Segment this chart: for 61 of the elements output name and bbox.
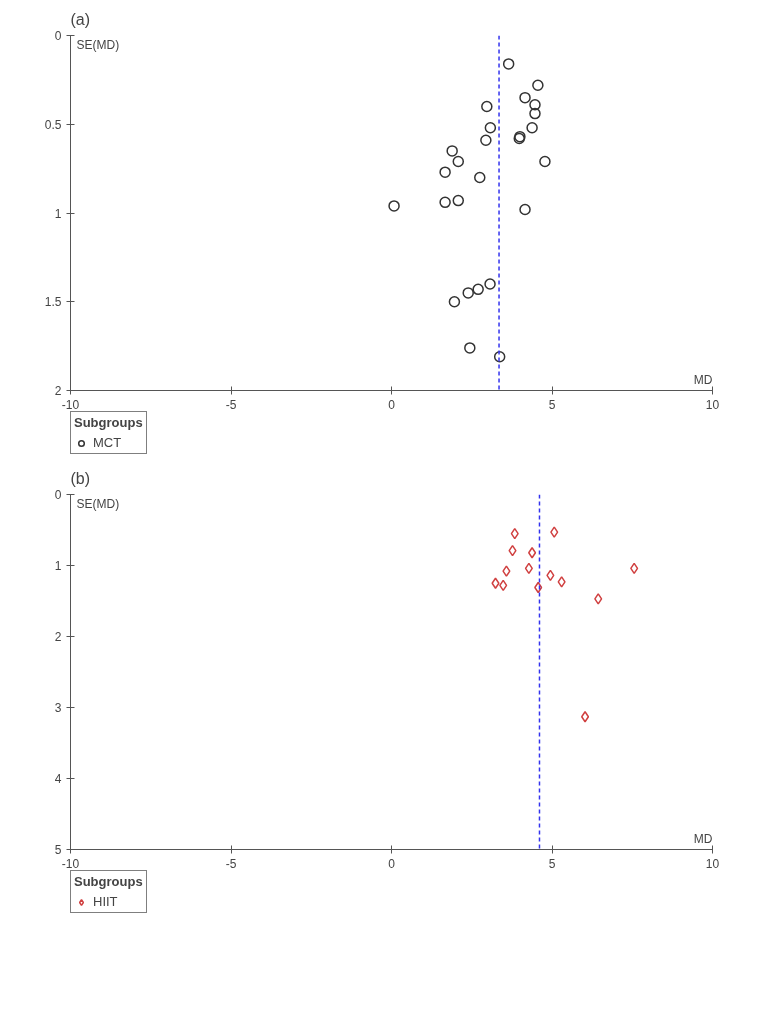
point <box>550 526 559 538</box>
point <box>594 593 603 605</box>
point <box>491 577 500 589</box>
point <box>502 565 511 577</box>
point <box>472 283 484 296</box>
legend-title: Subgroups <box>74 874 143 889</box>
x-tick-label: -10 <box>61 397 80 412</box>
y-tick-label: 1 <box>54 559 62 573</box>
x-tick-label: 5 <box>548 397 556 412</box>
y-tick-label: 0 <box>54 488 62 502</box>
chart-title: (b) <box>70 469 91 487</box>
point <box>519 91 531 104</box>
point <box>474 171 486 184</box>
point <box>580 710 590 723</box>
point <box>529 98 541 111</box>
point <box>388 200 400 212</box>
y-tick-label: 1.5 <box>44 295 62 310</box>
x-tick-label: 10 <box>705 856 720 871</box>
y-axis-title: SE(MD) <box>76 37 120 52</box>
point <box>439 196 451 209</box>
point <box>493 351 506 363</box>
y-tick-label: 4 <box>54 772 62 786</box>
point <box>484 278 496 290</box>
point <box>446 145 458 157</box>
x-tick-label: -10 <box>61 856 80 871</box>
x-tick-label: -5 <box>225 856 237 871</box>
point <box>480 134 492 146</box>
point <box>464 342 476 354</box>
point <box>452 194 465 207</box>
point <box>462 287 474 299</box>
legend-label: MCT <box>93 435 122 450</box>
x-tick-label: 10 <box>705 397 720 412</box>
legend-title: Subgroups <box>74 415 143 430</box>
y-tick-label: 0.5 <box>44 117 62 132</box>
legend-label: HIIT <box>93 894 118 909</box>
y-tick-label: 3 <box>54 701 62 715</box>
x-tick-label: 0 <box>388 856 396 871</box>
point <box>502 58 515 70</box>
x-axis-title: MD <box>693 372 713 387</box>
y-tick-label: 2 <box>54 630 62 644</box>
point <box>439 166 451 178</box>
y-tick-label: 1 <box>54 206 62 221</box>
point <box>452 155 465 168</box>
point <box>481 100 493 113</box>
point <box>532 79 544 91</box>
x-tick-label: -5 <box>225 397 237 412</box>
point <box>526 122 538 134</box>
x-axis-title: MD <box>693 831 713 846</box>
y-tick-label: 2 <box>54 384 62 398</box>
x-tick-label: 5 <box>548 856 556 871</box>
point <box>484 122 497 134</box>
chart-title: (a) <box>70 10 91 28</box>
point <box>519 203 531 216</box>
x-tick-label: 0 <box>388 397 396 412</box>
y-tick-label: 0 <box>54 29 62 43</box>
y-axis-title: SE(MD) <box>76 496 120 511</box>
point <box>448 296 461 308</box>
point <box>529 107 541 120</box>
point <box>539 155 551 168</box>
y-tick-label: 5 <box>54 843 62 857</box>
point <box>557 576 566 588</box>
